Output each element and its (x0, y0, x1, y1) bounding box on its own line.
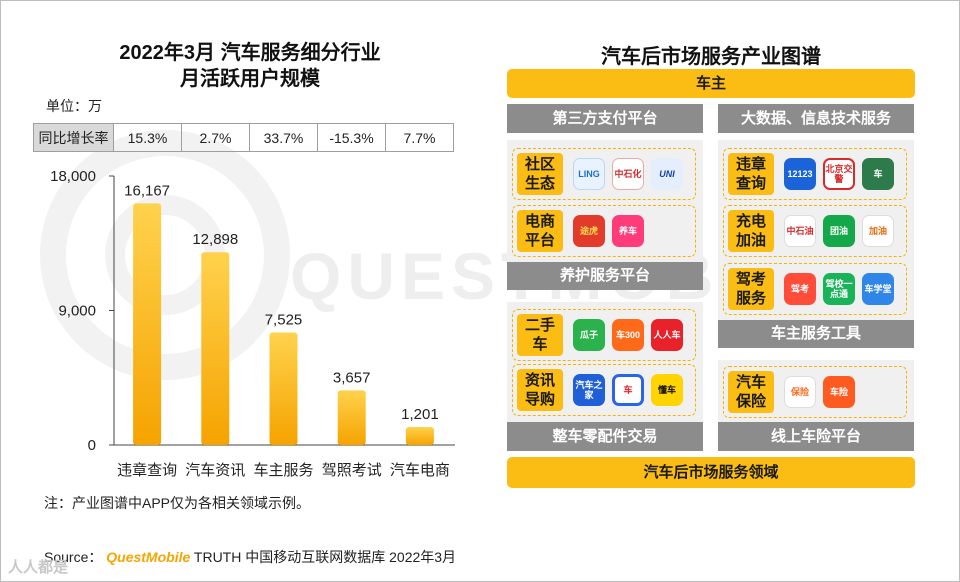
category-label: 驾考 服务 (728, 268, 774, 310)
app-icon: 中石化 (612, 158, 644, 190)
category-label: 违章 查询 (728, 153, 774, 195)
yoy-header: 同比增长率 (33, 123, 114, 152)
x-tick-label: 车主服务 (253, 462, 313, 479)
app-icons: 瓜子 车300 人人车 (573, 310, 683, 360)
right-header-bar: 大数据、信息技术服务 (718, 104, 914, 133)
bar-value-label: 3,657 (333, 369, 371, 386)
app-icons: 驾考 驾校一点通 车学堂 (784, 264, 894, 314)
app-icons: 途虎 养车 (573, 206, 644, 256)
y-tick-label: 0 (88, 437, 96, 454)
top-bar-owner: 车主 (507, 69, 915, 98)
app-icon: 北京交警 (823, 158, 855, 190)
app-icon: 团油 (823, 215, 855, 247)
app-icon: 途虎 (573, 215, 605, 247)
bar-value-label: 1,201 (401, 406, 439, 423)
left-header-bar: 第三方支付平台 (507, 104, 703, 133)
left-mid-bar: 养护服务平台 (507, 262, 703, 290)
app-icon: LING (573, 158, 605, 190)
yoy-value: -15.3% (317, 123, 386, 152)
bottom-bar-market: 汽车后市场服务领域 (507, 457, 915, 488)
bar-value-label: 12,898 (192, 231, 238, 248)
bar-value-label: 16,167 (124, 182, 170, 199)
app-icon: 车 (612, 374, 644, 406)
category-ecommerce: 电商 平台 途虎 养车 (512, 205, 696, 257)
category-label: 汽车 保险 (728, 371, 774, 413)
right-mid-bar: 车主服务工具 (718, 320, 914, 348)
app-icon: 养车 (612, 215, 644, 247)
bar (269, 332, 298, 445)
footnote: 注：产业图谱中APP仅为各相关领域示例。 (44, 495, 311, 511)
category-driving: 驾考 服务 驾考 驾校一点通 车学堂 (723, 263, 907, 315)
yoy-table: 同比增长率 15.3% 2.7% 33.7% -15.3% 7.7% (33, 123, 454, 152)
app-icons: 汽车之家 车 懂车 (573, 365, 683, 415)
app-icon: 12123 (784, 158, 816, 190)
category-social: 社区 生态 LING 中石化 UNI (512, 148, 696, 200)
right-bottom-bar: 线上车险平台 (718, 422, 914, 451)
yoy-value: 2.7% (181, 123, 250, 152)
category-label: 社区 生态 (517, 153, 563, 195)
app-icon: 加油 (862, 215, 894, 247)
source-rest: TRUTH 中国移动互联网数据库 2022年3月 (193, 549, 457, 565)
app-icons: 中石油 团油 加油 (784, 206, 894, 256)
chart-title: 2022年3月 汽车服务细分行业 月活跃用户规模 (119, 42, 381, 90)
x-tick-label: 汽车电商 (390, 462, 450, 479)
app-icon: 车 (862, 158, 894, 190)
bar (133, 203, 162, 445)
x-tick-label: 汽车资讯 (185, 462, 245, 479)
category-label: 电商 平台 (517, 210, 563, 252)
app-icons: 12123 北京交警 车 (784, 149, 894, 199)
left-bottom-bar: 整车零配件交易 (507, 422, 703, 451)
y-tick-label: 18,000 (50, 168, 96, 185)
app-icon: 驾考 (784, 273, 816, 305)
category-label: 二手车 (517, 314, 563, 356)
yoy-value: 15.3% (113, 123, 182, 152)
app-icon: 懂车 (651, 374, 683, 406)
category-insurance: 汽车 保险 保险 车险 (723, 366, 907, 418)
app-icon: 保险 (784, 376, 816, 408)
bar-chart: 0 9,000 18,000 16,167 违章查询 12,898 汽车资讯 7,525 车主服… (50, 168, 455, 479)
source-line: Source： QuestMobile TRUTH 中国移动互联网数据库 202… (44, 547, 456, 567)
app-icons: LING 中石化 UNI (573, 149, 683, 199)
category-fuel: 充电 加油 中石油 团油 加油 (723, 205, 907, 257)
x-tick-label: 违章查询 (117, 461, 177, 479)
category-label: 资讯 导购 (517, 369, 563, 411)
map-title: 汽车后市场服务产业图谱 (601, 46, 821, 68)
bar (201, 252, 230, 445)
unit-label: 单位：万 (46, 98, 102, 114)
category-label: 充电 加油 (728, 210, 774, 252)
x-tick-label: 驾照考试 (322, 462, 382, 479)
app-icon: 人人车 (651, 319, 683, 351)
app-icon: 中石油 (784, 215, 816, 247)
app-icon: 瓜子 (573, 319, 605, 351)
y-tick-label: 9,000 (58, 303, 96, 320)
category-news: 资讯 导购 汽车之家 车 懂车 (512, 364, 696, 416)
app-icon: 车险 (823, 376, 855, 408)
source-prefix: Source： (44, 549, 103, 565)
bar (337, 390, 366, 445)
yoy-value: 33.7% (249, 123, 318, 152)
app-icon: 汽车之家 (573, 374, 605, 406)
source-brand: QuestMobile (106, 549, 191, 565)
category-violation: 违章 查询 12123 北京交警 车 (723, 148, 907, 200)
app-icon: 车300 (612, 319, 644, 351)
bar (405, 427, 434, 445)
yoy-value: 7.7% (385, 123, 454, 152)
app-icons: 保险 车险 (784, 367, 855, 417)
app-icon: UNI (651, 158, 683, 190)
app-icon: 驾校一点通 (823, 273, 855, 305)
corner-logo: 人人都是 (8, 559, 69, 576)
category-used-car: 二手车 瓜子 车300 人人车 (512, 309, 696, 361)
app-icon: 车学堂 (862, 273, 894, 305)
bar-value-label: 7,525 (265, 312, 303, 329)
